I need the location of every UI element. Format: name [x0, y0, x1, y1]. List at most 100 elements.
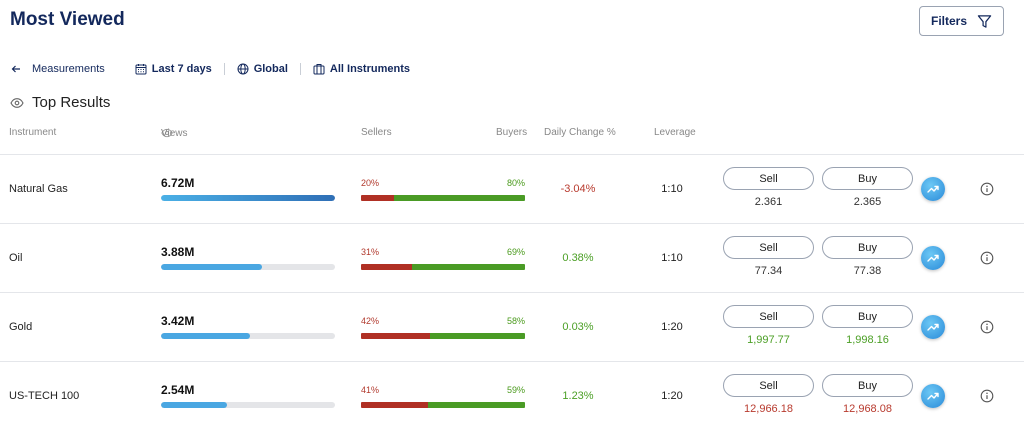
table-row[interactable]: Oil 3.88M 31% 69% 0.38% 1:10 Sell Buy 77…	[0, 223, 1024, 292]
instrument-name[interactable]: US-TECH 100	[9, 390, 80, 402]
sell-price: 77.34	[754, 265, 783, 277]
instruments-filter[interactable]: All Instruments	[313, 63, 410, 75]
daily-change: -3.04%	[560, 183, 596, 195]
column-buyers[interactable]: Buyers	[496, 127, 528, 138]
sell-button[interactable]: Sell	[723, 305, 814, 328]
buy-button[interactable]: Buy	[822, 374, 913, 397]
buyers-percent: 58%	[506, 316, 525, 326]
trend-chart-button[interactable]	[921, 384, 945, 408]
buy-price: 2.365	[853, 196, 882, 208]
eye-icon	[10, 97, 24, 108]
toolbar-divider	[223, 63, 225, 75]
trend-chart-icon	[927, 392, 939, 400]
column-instrument[interactable]: Instrument	[9, 127, 57, 138]
info-icon[interactable]	[980, 251, 994, 265]
sentiment-bar-buyers	[393, 195, 525, 201]
sell-price: 1,997.77	[747, 334, 790, 346]
table-row[interactable]: US-TECH 100 2.54M 41% 59% 1.23% 1:20 Sel…	[0, 361, 1024, 423]
sentiment-bar-buyers	[411, 264, 525, 270]
page-title: Most Viewed	[10, 9, 125, 30]
instruments-filter-label: All Instruments	[329, 63, 410, 75]
sell-button[interactable]: Sell	[723, 167, 814, 190]
back-link[interactable]: Measurements	[10, 63, 105, 75]
column-views-label: Views	[161, 127, 188, 139]
buy-price: 77.38	[853, 265, 882, 277]
buy-button[interactable]: Buy	[822, 305, 913, 328]
leverage-value: 1:20	[661, 321, 683, 333]
filter-icon	[977, 14, 992, 28]
daily-change: 0.03%	[562, 321, 594, 333]
views-bar	[161, 264, 335, 270]
leverage-value: 1:20	[661, 390, 683, 402]
table-header: Instrument Views Sellers Buyers Daily Ch…	[0, 127, 1024, 141]
views-bar	[161, 195, 335, 201]
arrow-left-icon	[11, 65, 20, 73]
info-icon[interactable]	[980, 389, 994, 403]
briefcase-icon	[313, 64, 325, 75]
buyers-percent: 80%	[506, 178, 525, 188]
sentiment-bar-sellers	[361, 333, 430, 339]
info-icon[interactable]	[980, 182, 994, 196]
calendar-icon	[135, 64, 147, 75]
region-filter[interactable]: Global	[237, 63, 288, 75]
sentiment-bar-buyers	[429, 333, 525, 339]
leverage-value: 1:10	[661, 252, 683, 264]
trend-chart-icon	[927, 323, 939, 331]
column-leverage[interactable]: Leverage	[654, 127, 696, 138]
instrument-name[interactable]: Oil	[9, 252, 23, 264]
views-bar	[161, 402, 335, 408]
table-row[interactable]: Gold 3.42M 42% 58% 0.03% 1:20 Sell Buy 1…	[0, 292, 1024, 361]
trend-chart-icon	[927, 185, 939, 193]
buy-button[interactable]: Buy	[822, 167, 913, 190]
views-bar-fill	[161, 333, 250, 339]
column-views[interactable]: Views	[161, 127, 188, 139]
region-filter-label: Global	[253, 63, 288, 75]
filter-toolbar: Measurements Last 7 days Global All Inst…	[10, 60, 410, 78]
views-bar	[161, 333, 335, 339]
section-title: Top Results	[10, 94, 110, 111]
toolbar-divider	[299, 63, 301, 75]
views-value: 6.72M	[161, 176, 195, 190]
trend-chart-button[interactable]	[921, 246, 945, 270]
filters-button[interactable]: Filters	[919, 6, 1004, 36]
daily-change: 1.23%	[562, 390, 594, 402]
eye-icon	[161, 128, 173, 138]
buy-button[interactable]: Buy	[822, 236, 913, 259]
views-bar-fill	[161, 264, 262, 270]
views-value: 3.42M	[161, 314, 195, 328]
sentiment-bar-sellers	[361, 402, 429, 408]
info-icon[interactable]	[980, 320, 994, 334]
sell-button[interactable]: Sell	[723, 374, 814, 397]
sell-price: 12,966.18	[744, 403, 793, 415]
daily-change: 0.38%	[562, 252, 594, 264]
sentiment-bar	[361, 264, 525, 270]
views-value: 2.54M	[161, 383, 195, 397]
trend-chart-button[interactable]	[921, 177, 945, 201]
sellers-percent: 41%	[361, 385, 380, 395]
period-filter[interactable]: Last 7 days	[135, 63, 212, 75]
section-title-label: Top Results	[32, 94, 111, 111]
instrument-name[interactable]: Gold	[9, 321, 33, 333]
back-link-label: Measurements	[32, 63, 105, 75]
sellers-percent: 31%	[361, 247, 380, 257]
sell-price: 2.361	[754, 196, 783, 208]
sentiment-bar-sellers	[361, 264, 412, 270]
sentiment-bar	[361, 333, 525, 339]
buy-price: 1,998.16	[846, 334, 889, 346]
filters-label: Filters	[930, 14, 967, 28]
table-row[interactable]: Natural Gas 6.72M 20% 80% -3.04% 1:10 Se…	[0, 154, 1024, 223]
column-sellers[interactable]: Sellers	[361, 127, 392, 138]
column-daily-change[interactable]: Daily Change %	[544, 127, 616, 138]
buy-price: 12,968.08	[843, 403, 892, 415]
sell-button[interactable]: Sell	[723, 236, 814, 259]
trend-chart-button[interactable]	[921, 315, 945, 339]
sellers-percent: 42%	[361, 316, 380, 326]
sentiment-bar	[361, 195, 525, 201]
views-bar-fill	[161, 195, 335, 201]
instrument-name[interactable]: Natural Gas	[9, 183, 68, 195]
buyers-percent: 69%	[506, 247, 525, 257]
sentiment-bar-sellers	[361, 195, 394, 201]
buyers-percent: 59%	[506, 385, 525, 395]
period-filter-label: Last 7 days	[151, 63, 212, 75]
globe-icon	[237, 63, 249, 75]
